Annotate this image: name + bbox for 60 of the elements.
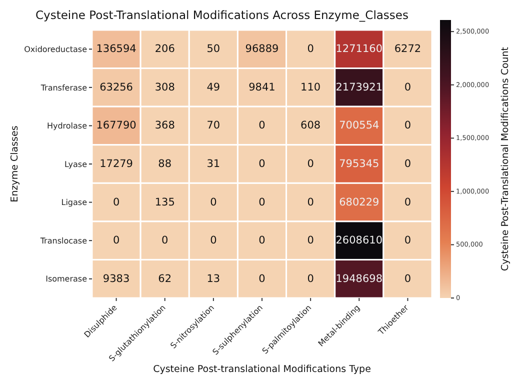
data-label: 0 [112, 234, 120, 247]
data-label: 135 [154, 196, 175, 208]
data-label: 0 [162, 234, 168, 247]
data-label: 0 [404, 81, 412, 94]
data-label: 368 [154, 120, 175, 132]
data-label: 1271160 [336, 43, 383, 56]
data-label: 88 [158, 158, 172, 170]
data-label: 0 [307, 43, 314, 56]
data-label: 1948698 [336, 272, 383, 285]
data-label: 0 [404, 234, 412, 247]
data-label: 17279 [100, 158, 133, 170]
data-label: 0 [307, 158, 314, 170]
data-label: 700554 [339, 120, 380, 132]
data-label: 0 [210, 234, 217, 247]
data-label: 110 [300, 81, 321, 94]
data-label: 63256 [100, 81, 134, 94]
data-label: 0 [307, 196, 314, 208]
data-label: 31 [206, 158, 220, 170]
data-label: 795345 [339, 158, 380, 170]
data-label: 136594 [96, 43, 137, 56]
data-label: 167790 [96, 120, 136, 132]
data-label: 6272 [394, 43, 422, 56]
data-label: 0 [258, 120, 266, 132]
chart-title: Cysteine Post-Translational Modifications Across Enzyme_Classes [34, 8, 410, 22]
data-label: 9841 [248, 81, 276, 94]
color-bar-title: Cysteine Post-Translational Modifications Count [500, 46, 511, 272]
data-label: 49 [206, 81, 220, 94]
data-label: 0 [307, 272, 314, 285]
y-tick-label: Oxidoreductase [24, 44, 88, 54]
y-tick-label: Ligase [61, 198, 88, 208]
data-label: 0 [404, 120, 412, 132]
data-label: 0 [307, 234, 314, 247]
data-label: 0 [404, 272, 412, 285]
data-label: 0 [210, 196, 217, 208]
data-label: 0 [404, 196, 412, 208]
data-label: 0 [258, 234, 266, 247]
data-label: 308 [154, 81, 175, 94]
data-label: 96889 [245, 43, 279, 56]
x-axis-title: Cysteine Post-translational Modifications Type [153, 364, 372, 375]
data-label: 0 [258, 196, 266, 208]
data-label: 206 [154, 43, 176, 56]
data-label: 680229 [339, 196, 380, 208]
data-label: 50 [206, 43, 220, 56]
data-label: 0 [258, 158, 266, 170]
data-label: 62 [158, 272, 172, 285]
data-label: 70 [206, 120, 220, 132]
y-tick-label: Transferase [40, 83, 88, 92]
y-axis-title: Enzyme Classes [9, 126, 20, 202]
data-label: 9383 [102, 272, 130, 285]
data-label: 2173921 [336, 81, 383, 94]
data-label: 0 [112, 196, 120, 208]
data-label: 0 [258, 272, 266, 285]
y-tick-label: Lyase [64, 160, 88, 169]
y-tick-label: Isomerase [46, 274, 88, 284]
data-label: 2608610 [336, 234, 383, 247]
data-label: 0 [404, 158, 412, 170]
y-tick-label: Translocase [39, 236, 88, 246]
data-label: 608 [300, 120, 321, 132]
data-label: 13 [206, 272, 220, 285]
y-tick-label: Hydrolase [46, 122, 88, 131]
